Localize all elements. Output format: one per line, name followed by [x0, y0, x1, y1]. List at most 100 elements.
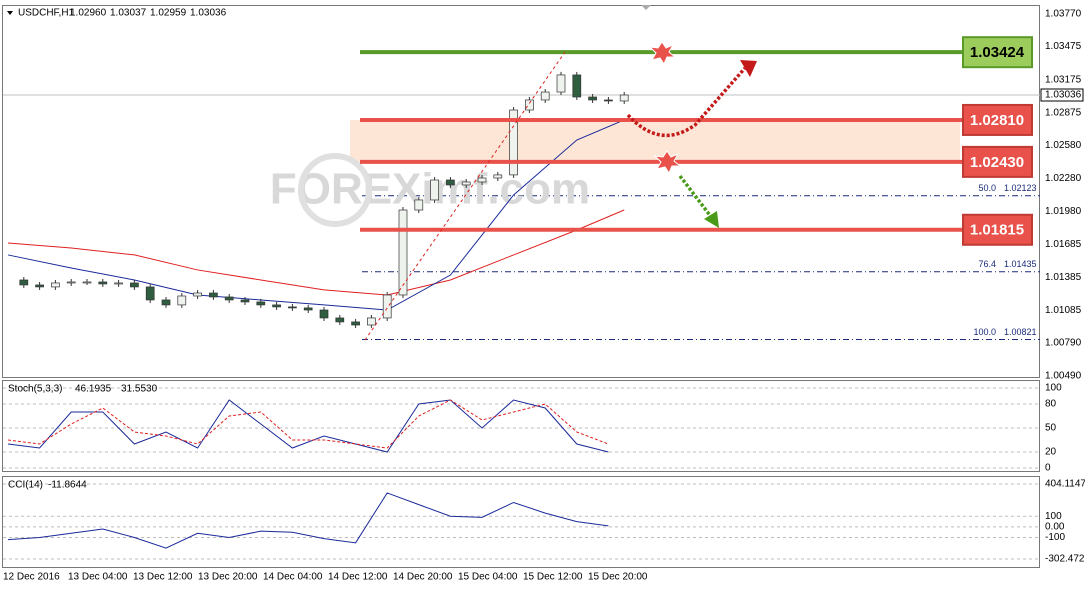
label-layer: USDCHF,H1 Stoch(5,3,3) CCI(14) 1.02960 1.…: [3, 8, 1085, 583]
moving-average: [7, 119, 625, 311]
candle-body: [414, 199, 424, 211]
x-tick-label: 14 Dec 04:00: [263, 572, 323, 583]
y-tick-label: 20: [1045, 447, 1057, 458]
indicator-value: -11.8644: [48, 480, 87, 491]
y-tick-label: 1.00790: [1045, 338, 1082, 349]
candle-body: [66, 281, 76, 284]
down-arrow: [678, 174, 714, 220]
candle-body: [240, 299, 250, 303]
y-tick-label: 1.02580: [1045, 140, 1082, 151]
level-box: [962, 145, 1033, 178]
y-tick-label: -100: [1045, 532, 1065, 543]
candle-body: [161, 299, 171, 306]
ohlc-value: 1.02959: [150, 8, 187, 19]
x-tick-label: 13 Dec 04:00: [68, 572, 128, 583]
indicator-line: [7, 492, 609, 549]
fib-trendline: [364, 51, 566, 341]
candle-body: [619, 94, 629, 102]
candle-body: [572, 74, 582, 98]
x-tick-label: 15 Dec 20:00: [588, 572, 648, 583]
candle-body: [145, 286, 155, 301]
y-tick-label: 1.00490: [1045, 371, 1082, 382]
y-tick-label: 0.00: [1045, 522, 1065, 533]
grid-layer: [3, 94, 1040, 560]
x-tick-label: 15 Dec 04:00: [458, 572, 518, 583]
ohlc-value: 1.03036: [190, 8, 227, 19]
price-panel: [2, 5, 1040, 378]
level-label: 1.03424: [970, 44, 1025, 61]
candle-body: [446, 179, 455, 186]
candle-body: [509, 109, 518, 176]
level-box: [962, 36, 1033, 69]
ohlc-value: 1.02960: [70, 8, 107, 19]
level-label: 1.01815: [970, 222, 1024, 239]
fib-price: 1.00821: [1004, 327, 1037, 337]
candle-body: [398, 209, 408, 296]
y-tick-label: 100: [1045, 511, 1062, 522]
candle-body: [272, 304, 281, 308]
candle-body: [193, 292, 202, 297]
candle-body: [177, 295, 187, 306]
candle-body: [35, 284, 44, 288]
ohlc-value: 1.03037: [110, 8, 147, 19]
candle-body: [98, 281, 108, 285]
candle-body: [430, 179, 439, 201]
y-tick-label: 50: [1045, 423, 1057, 434]
x-tick-label: 15 Dec 12:00: [523, 572, 583, 583]
candle-body: [556, 74, 566, 93]
current-price-label: 1.03036: [1045, 90, 1082, 101]
level-label: 1.02430: [970, 154, 1024, 171]
candle-body: [493, 174, 503, 179]
y-tick-label: 80: [1045, 399, 1057, 410]
candle-body: [19, 279, 29, 286]
level-box: [962, 103, 1033, 136]
scroll-marker: [641, 5, 651, 10]
x-tick-label: 14 Dec 20:00: [393, 572, 453, 583]
candle-body: [525, 99, 534, 111]
y-tick-label: 1.01385: [1045, 272, 1082, 283]
candle-body: [303, 307, 313, 311]
x-tick-label: 14 Dec 12:00: [328, 572, 388, 583]
fib-level: 50.0: [978, 183, 996, 193]
y-tick-label: 1.01980: [1045, 206, 1082, 217]
candle-body: [588, 96, 597, 101]
level-box: [962, 213, 1033, 246]
menu-arrow[interactable]: [7, 11, 13, 15]
candle-body: [114, 282, 123, 285]
y-tick-label: 100: [1045, 383, 1062, 394]
symbol: USDCHF,H1: [18, 8, 75, 19]
y-tick-label: 1.03475: [1045, 41, 1082, 52]
level-label: 1.02810: [970, 112, 1024, 129]
candle-body: [319, 309, 329, 319]
indicator-line: [7, 399, 609, 449]
candle-body: [82, 281, 92, 284]
y-tick-label: -302.472: [1045, 554, 1085, 565]
down-arrowhead: [704, 211, 719, 228]
indicator-value: 46.1935: [75, 384, 112, 395]
y-tick-label: 1.02875: [1045, 107, 1082, 118]
x-tick-label: 13 Dec 12:00: [133, 572, 193, 583]
indicator-line: [7, 399, 609, 453]
candle-body: [288, 306, 297, 309]
stoch-panel: [2, 380, 1040, 472]
moving-average: [7, 209, 625, 296]
y-tick-label: 1.03770: [1045, 9, 1082, 20]
candle-body: [367, 317, 376, 326]
candle-body: [540, 91, 550, 101]
hit-burst: [653, 150, 682, 175]
candle-body: [209, 292, 218, 298]
candle-body: [335, 317, 345, 323]
candle-body: [224, 296, 234, 301]
fib-level: 100.0: [973, 327, 996, 337]
watermark: FOREXimf.com: [270, 165, 590, 214]
y-tick-label: 1.01685: [1045, 239, 1082, 250]
up-arrowhead: [740, 60, 757, 77]
candle-body: [51, 282, 60, 288]
candle-body: [382, 294, 392, 319]
candle-body: [604, 99, 613, 102]
x-tick-label: 12 Dec 2016: [3, 572, 60, 583]
zone-layer: [350, 119, 960, 162]
fib-price: 1.01435: [1004, 259, 1037, 269]
watermark-logo: [298, 153, 372, 227]
